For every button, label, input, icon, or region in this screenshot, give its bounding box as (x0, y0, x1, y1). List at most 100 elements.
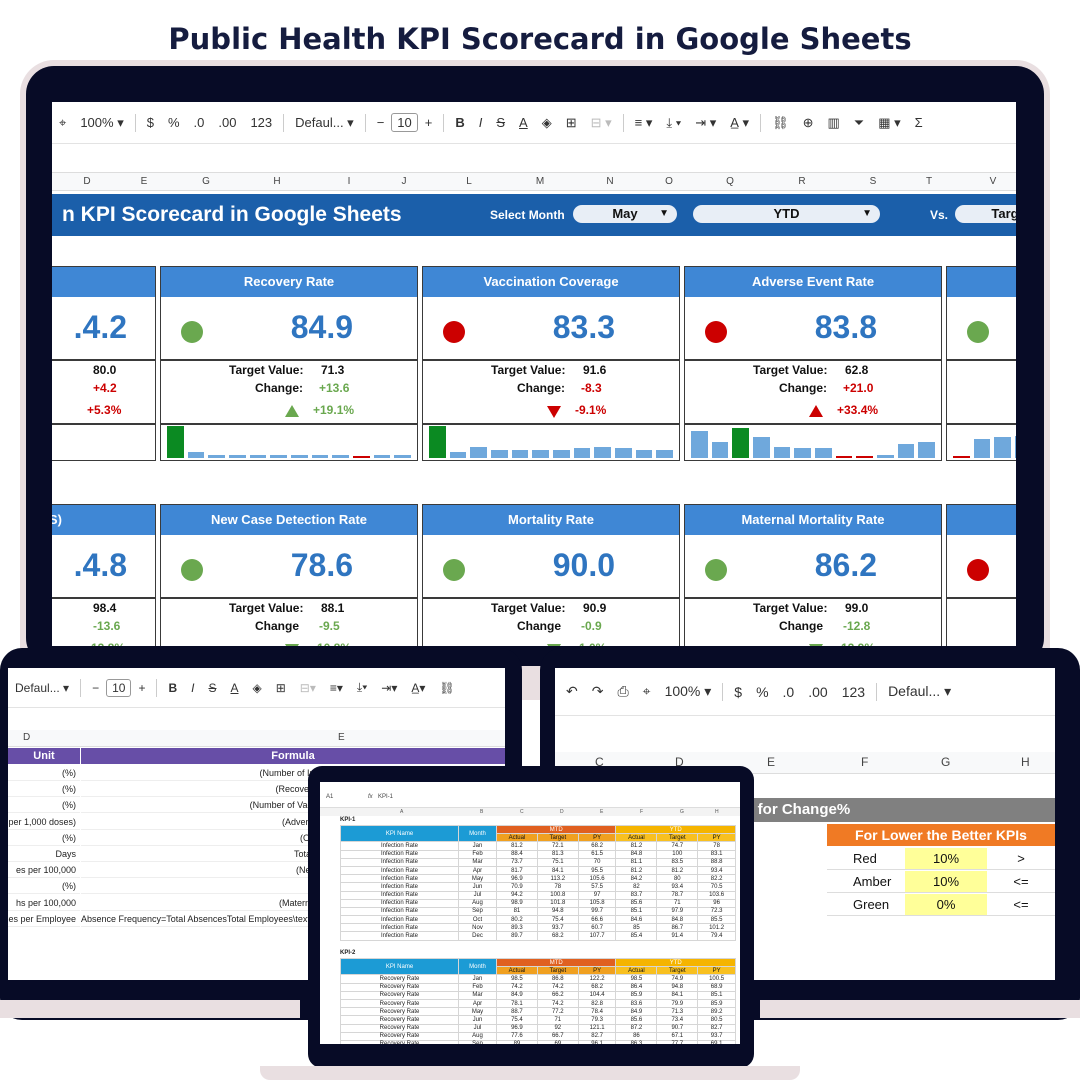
table-cell[interactable]: Infection Rate (340, 898, 459, 908)
text-color-button[interactable]: A (519, 115, 528, 130)
table-cell[interactable]: May (458, 1007, 497, 1017)
table-cell[interactable]: 84.9 (496, 990, 538, 1000)
table-cell[interactable]: 84.1 (536, 865, 579, 876)
table-cell[interactable]: 78 (536, 882, 579, 892)
table-cell[interactable]: 74.2 (536, 998, 579, 1009)
table-cell[interactable]: 73.7 (496, 857, 538, 867)
table-cell[interactable]: 85.4 (615, 931, 658, 941)
table-cell[interactable]: 74.9 (656, 974, 699, 984)
table-cell[interactable]: 84.8 (656, 915, 699, 925)
unit-cell[interactable]: hs per 100,000 (8, 895, 80, 911)
fill-color-icon[interactable]: ◈ (541, 114, 552, 130)
table-cell[interactable]: Recovery Rate (340, 998, 459, 1009)
table-cell[interactable]: 88.8 (697, 857, 736, 867)
filter-views-icon[interactable]: ▦ ▾ (878, 114, 901, 130)
table-cell[interactable]: 83.1 (697, 849, 736, 859)
text-rotation-icon[interactable]: A̲▾ (411, 680, 426, 695)
merge-cells-icon[interactable]: ⊟▾ (299, 680, 316, 695)
borders-icon[interactable]: ⊞ (275, 680, 286, 695)
column-header[interactable]: A (400, 809, 404, 815)
table-cell[interactable]: 77.7 (656, 1039, 699, 1044)
column-header[interactable]: H (1021, 755, 1030, 769)
table-cell[interactable]: Sep (458, 906, 497, 917)
table-cell[interactable]: 67.1 (656, 1031, 699, 1041)
threshold-operator-cell[interactable]: <= (987, 894, 1055, 916)
table-cell[interactable]: 66.7 (536, 1031, 579, 1041)
table-cell[interactable]: 98.5 (496, 974, 538, 984)
column-header[interactable]: M (535, 176, 545, 187)
table-cell[interactable]: Recovery Rate (340, 1015, 459, 1025)
increase-decimal-button[interactable]: .00 (808, 683, 828, 700)
font-size-increase-button[interactable]: + (424, 115, 433, 130)
table-cell[interactable]: 88.4 (496, 849, 538, 859)
table-cell[interactable]: 84.6 (615, 915, 658, 925)
text-wrap-icon[interactable]: ⇥ ▾ (695, 114, 717, 130)
table-cell[interactable]: 101.8 (536, 898, 579, 908)
table-cell[interactable]: Aug (458, 1031, 497, 1041)
table-cell[interactable]: 121.1 (577, 1023, 617, 1033)
column-header[interactable]: G (680, 809, 684, 815)
column-header[interactable]: V (989, 176, 997, 187)
percent-button[interactable]: % (756, 683, 769, 700)
column-header[interactable]: N (606, 176, 614, 187)
table-cell[interactable]: 80.2 (496, 915, 538, 925)
table-cell[interactable]: 70 (577, 857, 617, 867)
formula-cell[interactable]: (Adverse Ev (81, 814, 331, 830)
bold-button[interactable]: B (168, 680, 178, 695)
table-cell[interactable]: 86.8 (536, 974, 579, 984)
zoom-select[interactable]: 100% ▾ (80, 114, 124, 130)
table-cell[interactable]: 93.7 (536, 923, 579, 933)
table-cell[interactable]: Jul (458, 890, 497, 900)
formula-cell[interactable]: (Maternal De (81, 895, 331, 911)
formula-input[interactable]: KPI-1 (378, 794, 394, 800)
threshold-label-cell[interactable]: Red (827, 848, 905, 870)
table-cell[interactable]: Infection Rate (340, 841, 459, 851)
formula-cell[interactable]: (Number of Infecti (81, 765, 331, 781)
formula-cell[interactable]: (Number of Vaccinat (81, 797, 331, 814)
threshold-operator-cell[interactable]: <= (987, 871, 1055, 893)
table-cell[interactable]: 78.4 (577, 1007, 617, 1017)
table-cell[interactable]: 85.6 (615, 1015, 658, 1025)
table-cell[interactable]: 78 (697, 841, 736, 851)
unit-cell[interactable]: es per 100,000 (8, 862, 80, 879)
table-cell[interactable]: Infection Rate (340, 849, 459, 859)
redo-icon[interactable]: ↷ (591, 683, 604, 699)
fill-color-icon[interactable]: ◈ (252, 680, 262, 695)
table-cell[interactable]: 93.4 (697, 865, 736, 876)
table-cell[interactable]: 60.7 (577, 923, 617, 933)
table-cell[interactable]: Dec (458, 931, 497, 941)
column-header[interactable]: S (869, 176, 877, 187)
unit-cell[interactable]: per 1,000 doses) (8, 814, 80, 830)
insert-link-icon[interactable]: ⛓ (772, 114, 789, 130)
unit-cell[interactable]: (%) (8, 878, 80, 895)
table-cell[interactable]: Infection Rate (340, 906, 459, 917)
table-cell[interactable]: Infection Rate (340, 915, 459, 925)
merge-cells-icon[interactable]: ⊟ ▾ (590, 114, 612, 130)
table-cell[interactable]: 72.3 (697, 906, 736, 917)
column-header[interactable]: F (861, 755, 869, 769)
table-cell[interactable]: 96.1 (577, 1039, 617, 1044)
table-cell[interactable]: Recovery Rate (340, 1007, 459, 1017)
table-cell[interactable]: 71.3 (656, 1007, 699, 1017)
table-cell[interactable]: 86 (615, 1031, 658, 1041)
table-cell[interactable]: 79.4 (697, 931, 736, 941)
formula-cell[interactable]: (New Ca (81, 862, 331, 879)
column-header[interactable]: F (640, 809, 644, 815)
table-cell[interactable]: 122.2 (577, 974, 617, 984)
table-cell[interactable]: 98.5 (615, 974, 658, 984)
table-cell[interactable]: 70.5 (697, 882, 736, 892)
align-left-icon[interactable]: ≡▾ (329, 680, 343, 695)
table-cell[interactable]: 84.8 (615, 849, 658, 859)
table-cell[interactable]: 96.9 (496, 1023, 538, 1033)
table-cell[interactable]: 80 (656, 874, 699, 884)
table-cell[interactable]: Recovery Rate (340, 1039, 459, 1044)
font-select[interactable]: Defaul... ▾ (888, 683, 952, 699)
table-cell[interactable]: 81.2 (656, 865, 699, 876)
currency-button[interactable]: $ (146, 115, 154, 130)
column-header[interactable]: D (560, 809, 564, 815)
table-cell[interactable]: 89.7 (496, 931, 538, 941)
table-cell[interactable]: Apr (458, 865, 497, 876)
table-cell[interactable]: 105.8 (577, 898, 617, 908)
formula-cell[interactable]: (Recovered C (81, 781, 331, 798)
table-cell[interactable]: 86.3 (615, 1039, 658, 1044)
